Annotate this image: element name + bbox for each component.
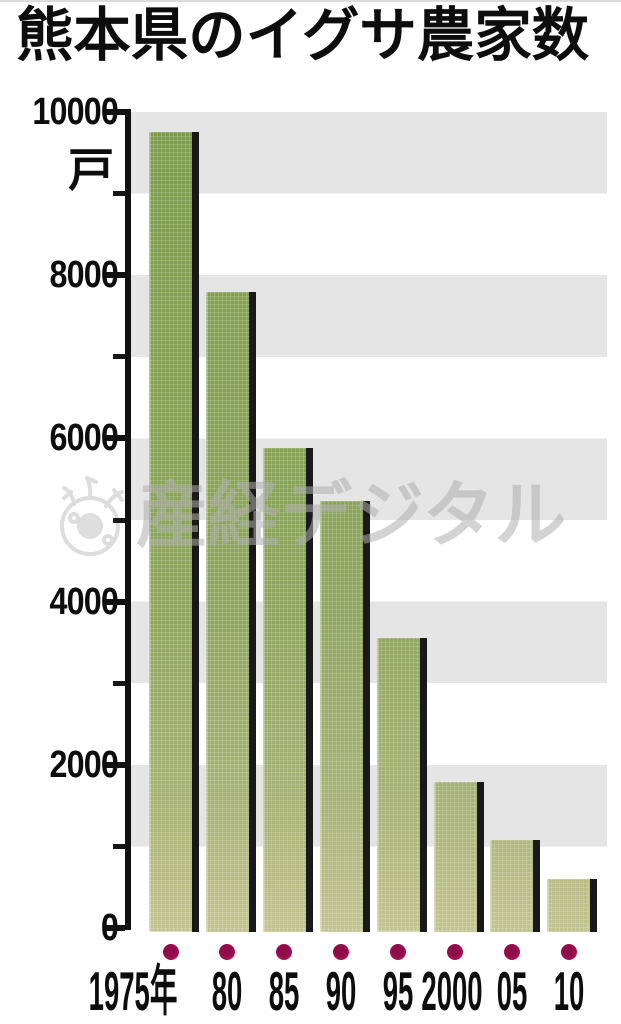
x-tick-label: 05 — [496, 960, 528, 1022]
y-tick-label: 8000 — [49, 254, 119, 297]
bar — [262, 448, 306, 932]
bar — [490, 839, 534, 932]
bar — [149, 132, 192, 932]
y-major-tick — [106, 435, 125, 442]
category-dot — [219, 944, 236, 960]
x-tick-label: 1975年 — [88, 960, 177, 1022]
bar — [205, 291, 249, 932]
y-axis-line — [125, 109, 131, 930]
category-dot — [560, 944, 577, 960]
x-tick-label: 95 — [382, 960, 414, 1022]
bar — [376, 638, 420, 932]
category-dot — [333, 944, 350, 960]
y-tick-label: 2000 — [49, 743, 119, 786]
x-tick-label: 2000 — [421, 960, 483, 1022]
x-tick-label: 10 — [553, 960, 585, 1022]
y-major-tick — [106, 761, 125, 768]
sankei-eye-logo-icon — [44, 468, 140, 573]
y-tick-label: 4000 — [49, 580, 119, 623]
y-major-tick — [106, 109, 125, 115]
bar — [319, 501, 363, 932]
y-minor-tick — [113, 843, 125, 849]
category-dot — [503, 944, 520, 960]
bar — [433, 781, 477, 932]
chart-title: 熊本県のイグサ農家数 — [16, 3, 590, 68]
x-tick-label: 90 — [325, 960, 357, 1022]
y-minor-tick — [113, 517, 125, 523]
category-dot — [276, 944, 293, 960]
y-tick-label: 10000 — [32, 91, 118, 133]
y-major-tick — [106, 925, 125, 931]
bar — [547, 879, 591, 932]
category-dot — [447, 944, 463, 960]
y-minor-tick — [113, 191, 125, 197]
y-major-tick — [106, 598, 125, 605]
y-axis-unit-label: 戸 — [68, 144, 114, 196]
watermark-text: 産経デジタル — [136, 476, 567, 556]
y-tick-label: 0 — [18, 909, 119, 947]
category-dot — [390, 944, 407, 960]
x-tick-label: 80 — [212, 960, 243, 1022]
y-minor-tick — [113, 680, 125, 686]
y-major-tick — [106, 272, 125, 279]
x-tick-label: 85 — [269, 960, 300, 1022]
y-tick-label: 6000 — [49, 417, 119, 460]
category-dot — [162, 944, 179, 960]
y-minor-tick — [113, 354, 125, 360]
